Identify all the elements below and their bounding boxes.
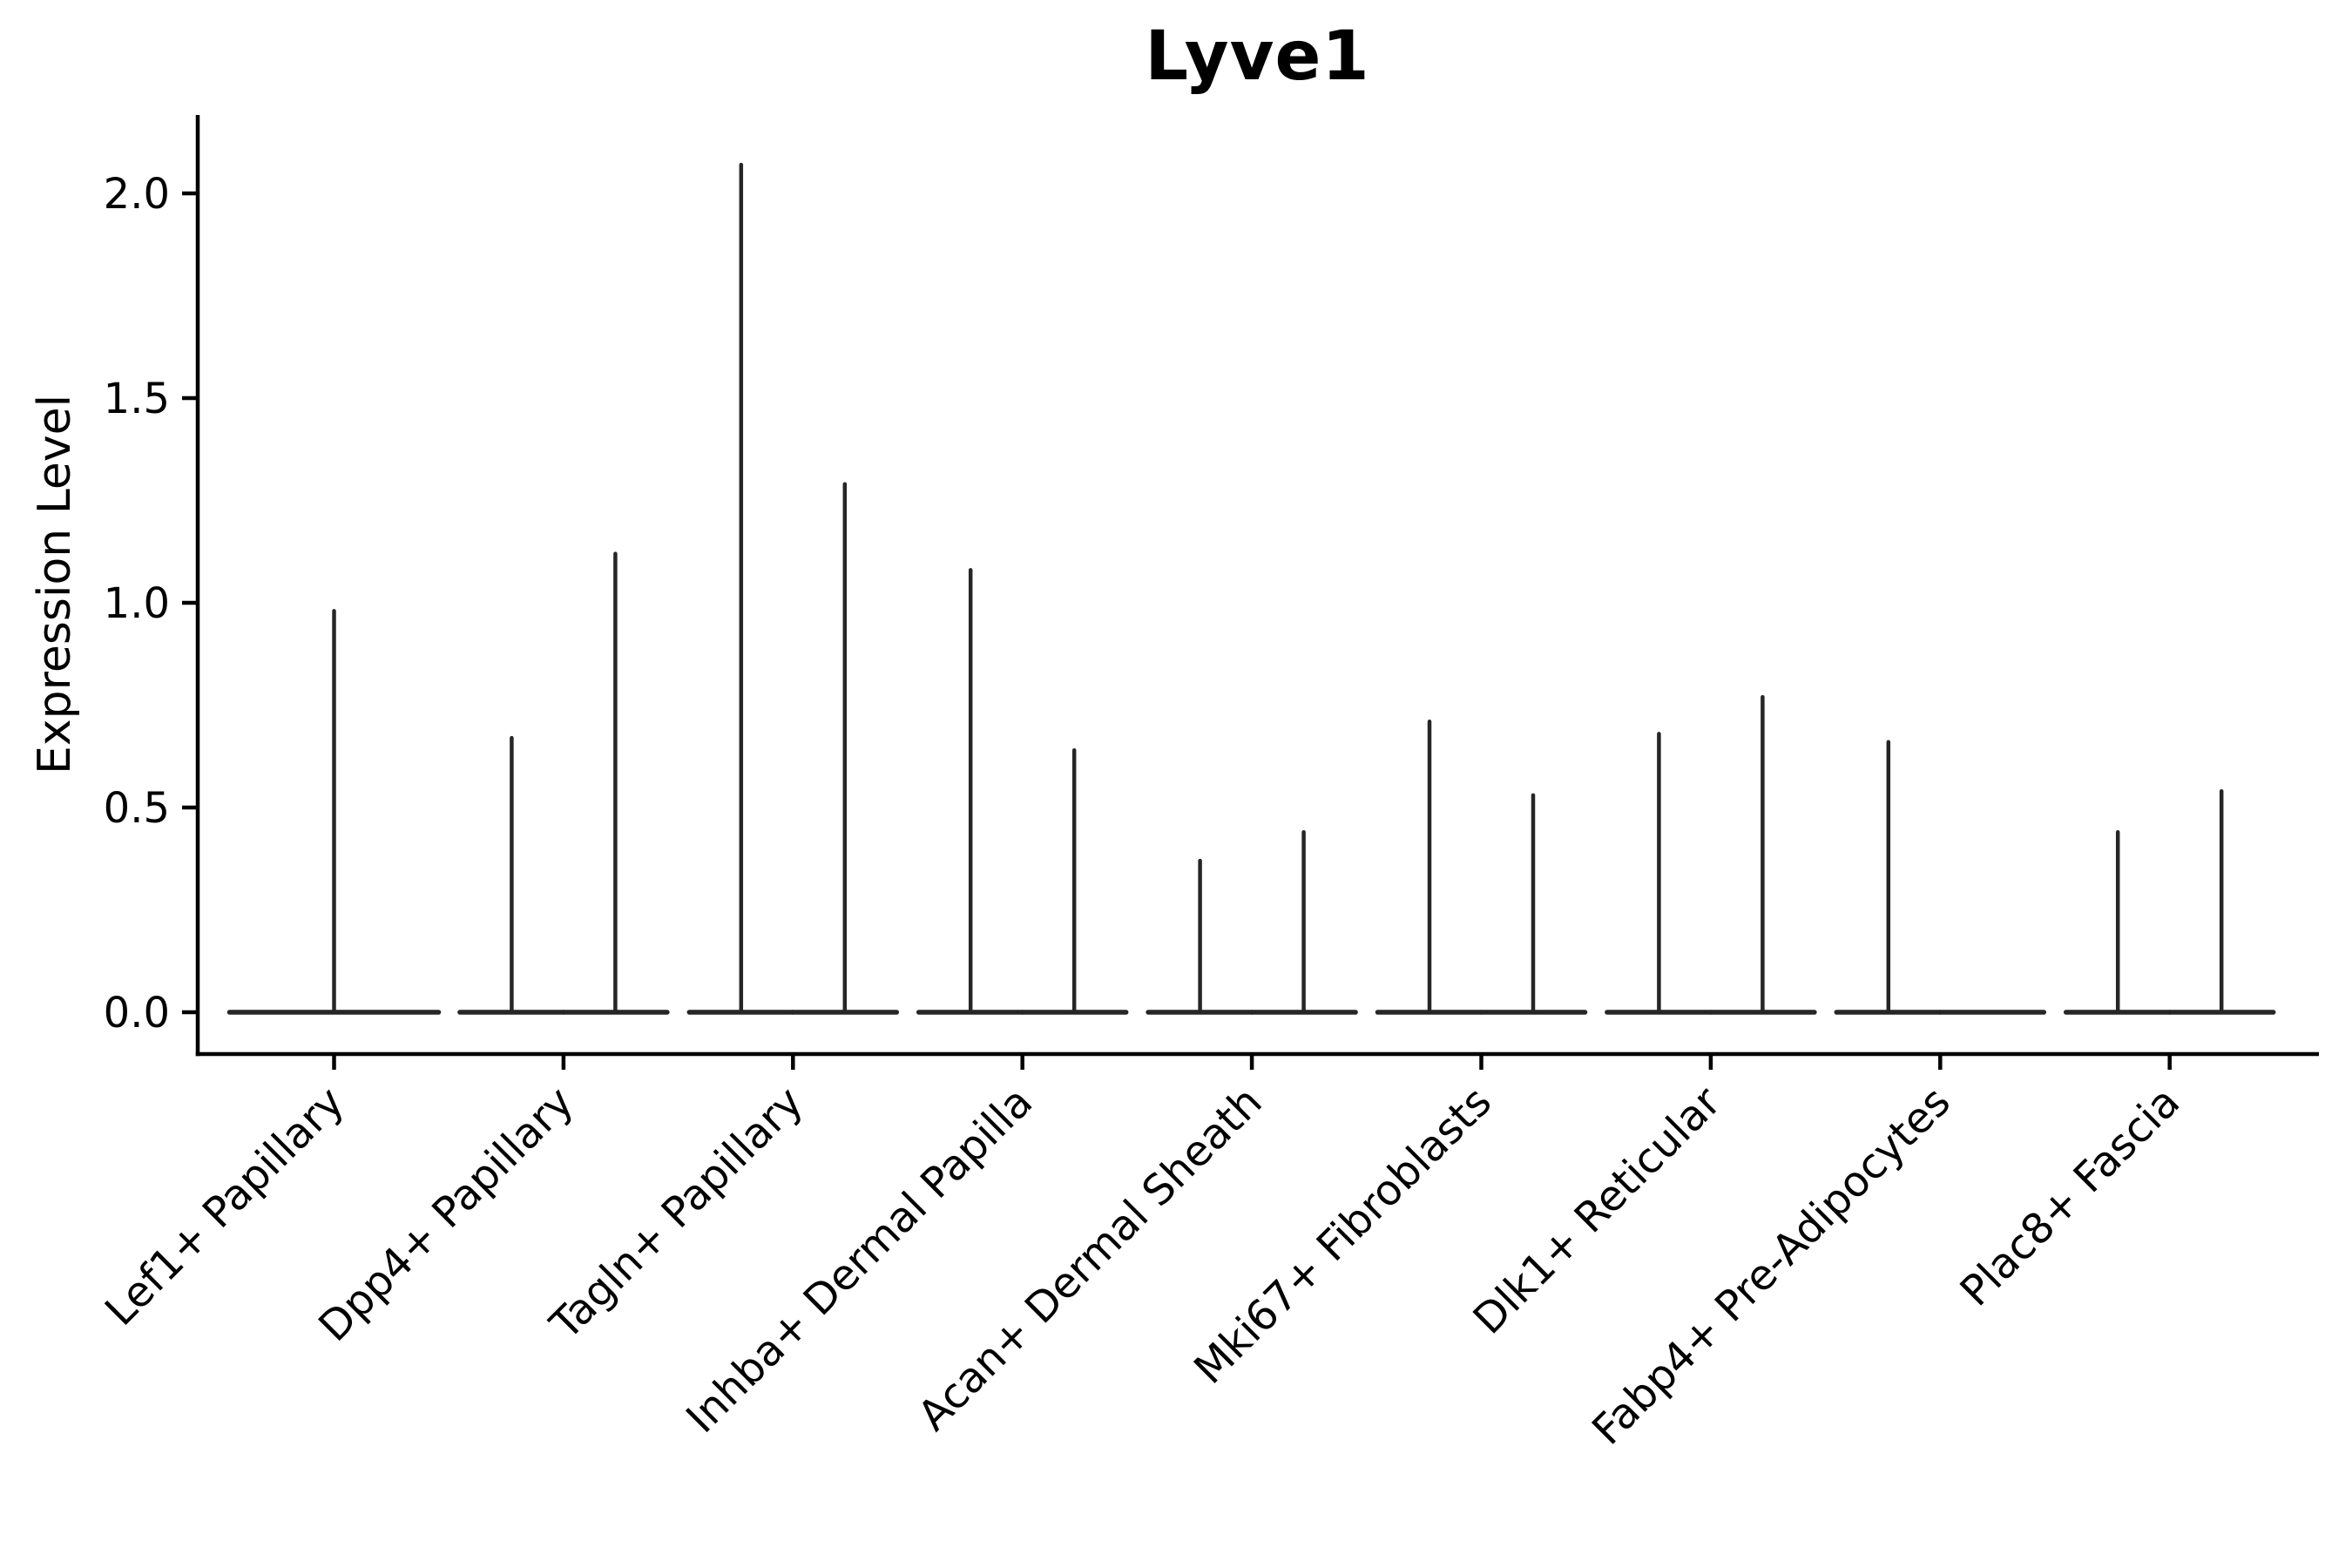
x-tick-label: Lef1+ Papillary [96,1078,354,1335]
x-tick-label: Tagln+ Papillary [540,1078,812,1349]
y-tick-label: 2.0 [104,170,170,219]
x-tick-label: Dpp4+ Papillary [309,1078,583,1351]
chart-title: Lyve1 [1145,17,1370,96]
x-tick-label: Dlk1+ Reticular [1464,1078,1731,1344]
y-tick-label: 1.5 [104,375,170,423]
x-tick-label: Plac8+ Fascia [1951,1078,2190,1316]
y-tick-label: 1.0 [104,579,170,628]
y-tick-label: 0.0 [104,989,170,1037]
y-tick-label: 0.5 [104,784,170,833]
